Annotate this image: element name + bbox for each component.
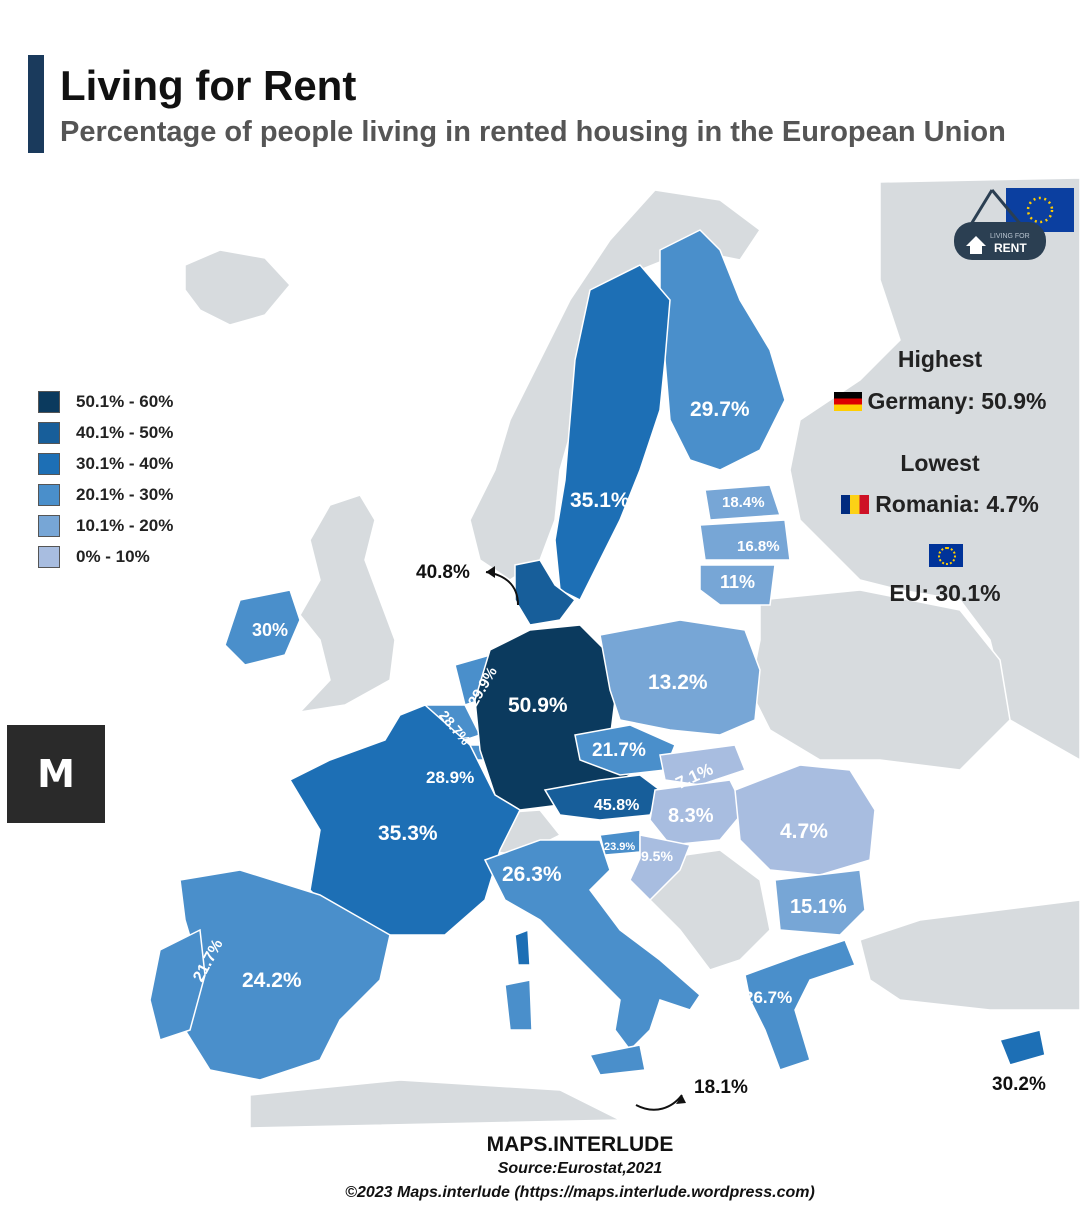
croatia	[629, 834, 692, 902]
living-for-rent-badge: LIVING FOR RENT	[954, 188, 1074, 260]
north-africa	[249, 1079, 621, 1128]
label-austria: 45.8%	[594, 797, 639, 814]
legend-label: 30.1% - 40%	[76, 453, 174, 473]
lowest-value: Romania: 4.7%	[875, 491, 1039, 517]
russia-east	[789, 178, 1080, 761]
legend-label: 0% - 10%	[76, 546, 150, 566]
estonia	[704, 484, 782, 521]
lowest-heading: Lowest	[900, 450, 980, 476]
label-greece: 26.7%	[744, 988, 792, 1007]
label-croatia: 9.5%	[641, 848, 673, 864]
romania-flag-icon	[841, 495, 870, 514]
legend-swatch	[38, 390, 60, 413]
norway	[469, 189, 762, 581]
romania	[734, 764, 876, 876]
label-malta: 18.1%	[694, 1077, 748, 1098]
label-lithuania: 11%	[720, 572, 755, 592]
footer-copyright: ©2023 Maps.interlude (https://maps.inter…	[345, 1184, 815, 1201]
value-labels: 50.9% 45.8% 40.8% 35.3% 35.1% 30.2% 30% …	[190, 398, 1046, 1098]
eu-flag-icon	[929, 544, 963, 567]
label-czechia: 21.7%	[592, 740, 646, 761]
label-romania: 4.7%	[780, 820, 828, 843]
lowest-row: Romania: 4.7%	[830, 491, 1050, 518]
legend-item: 10.1% - 20%	[38, 510, 173, 541]
legend-label: 10.1% - 20%	[76, 515, 174, 535]
sicily	[588, 1044, 646, 1076]
non-eu-land	[184, 178, 1080, 1128]
great-britain	[297, 494, 396, 714]
label-bulgaria: 15.1%	[790, 896, 847, 918]
germany-flag-icon	[833, 392, 862, 411]
balkans	[649, 849, 771, 971]
cyprus	[998, 1029, 1046, 1066]
greece	[744, 939, 856, 1071]
legend-label: 50.1% - 60%	[76, 391, 174, 411]
footer-source: Source:Eurostat,2021	[497, 1160, 663, 1177]
label-cyprus: 30.2%	[992, 1074, 1046, 1095]
legend-item: 0% - 10%	[38, 541, 173, 572]
malta-arrow	[635, 1094, 683, 1111]
slovakia	[659, 744, 746, 786]
label-denmark: 40.8%	[416, 562, 470, 583]
latvia	[699, 519, 791, 561]
label-germany: 50.9%	[508, 694, 568, 717]
legend: 50.1% - 60% 40.1% - 50% 30.1% - 40% 20.1…	[38, 386, 173, 572]
malta-arrowhead	[676, 1095, 686, 1104]
legend-item: 30.1% - 40%	[38, 448, 173, 479]
sardinia	[504, 979, 533, 1031]
eu-value: EU: 30.1%	[889, 580, 1001, 606]
house-icon	[966, 236, 986, 254]
footer-brand: MAPS.INTERLUDE	[486, 1133, 674, 1156]
lithuania	[699, 564, 776, 606]
eu-countries	[149, 229, 1046, 1081]
label-estonia: 18.4%	[722, 494, 765, 511]
map-svg: 50.9% 45.8% 40.8% 35.3% 35.1% 30.2% 30% …	[0, 178, 1080, 1128]
sweden	[554, 264, 671, 602]
label-luxembourg: 28.9%	[426, 768, 474, 787]
ireland	[224, 589, 301, 666]
legend-swatch	[38, 452, 60, 475]
page-subtitle: Percentage of people living in rented ho…	[60, 116, 1006, 148]
hungary	[649, 779, 746, 846]
label-poland: 13.2%	[648, 671, 708, 694]
legend-swatch	[38, 545, 60, 568]
legend-swatch	[38, 421, 60, 444]
legend-swatch	[38, 514, 60, 537]
label-finland: 29.7%	[690, 398, 750, 421]
badge-main-text: RENT	[994, 241, 1027, 255]
label-spain: 24.2%	[242, 969, 302, 992]
highest-heading: Highest	[897, 346, 983, 372]
legend-item: 50.1% - 60%	[38, 386, 173, 417]
legend-item: 40.1% - 50%	[38, 417, 173, 448]
france	[288, 704, 521, 936]
eu-flag-row	[928, 544, 964, 572]
poland	[599, 619, 761, 736]
legend-swatch	[38, 483, 60, 506]
portugal	[149, 928, 206, 1041]
label-sweden: 35.1%	[570, 489, 630, 512]
legend-label: 40.1% - 50%	[76, 422, 174, 442]
highest-row: Germany: 50.9%	[830, 388, 1050, 415]
turkey	[859, 899, 1080, 1011]
europe-map: 50.9% 45.8% 40.8% 35.3% 35.1% 30.2% 30% …	[0, 178, 1080, 1128]
title-accent-bar	[28, 55, 44, 153]
label-france: 35.3%	[378, 822, 438, 845]
label-italy: 26.3%	[502, 863, 562, 886]
badge-small-text: LIVING FOR	[990, 233, 1030, 240]
label-slovenia: 23.9%	[604, 841, 635, 853]
label-ireland: 30%	[252, 620, 288, 640]
logo-letter: M	[37, 752, 75, 796]
legend-label: 20.1% - 30%	[76, 484, 174, 504]
italy	[483, 839, 701, 1052]
label-hungary: 8.3%	[668, 805, 714, 827]
corsica	[514, 928, 531, 966]
label-latvia: 16.8%	[737, 538, 780, 555]
iceland	[184, 249, 291, 326]
denmark-arrowhead	[486, 566, 495, 578]
page-title: Living for Rent	[60, 62, 357, 109]
legend-item: 20.1% - 30%	[38, 479, 173, 510]
bulgaria	[774, 869, 866, 936]
highest-value: Germany: 50.9%	[867, 388, 1047, 414]
maps-interlude-logo: M	[7, 725, 105, 823]
